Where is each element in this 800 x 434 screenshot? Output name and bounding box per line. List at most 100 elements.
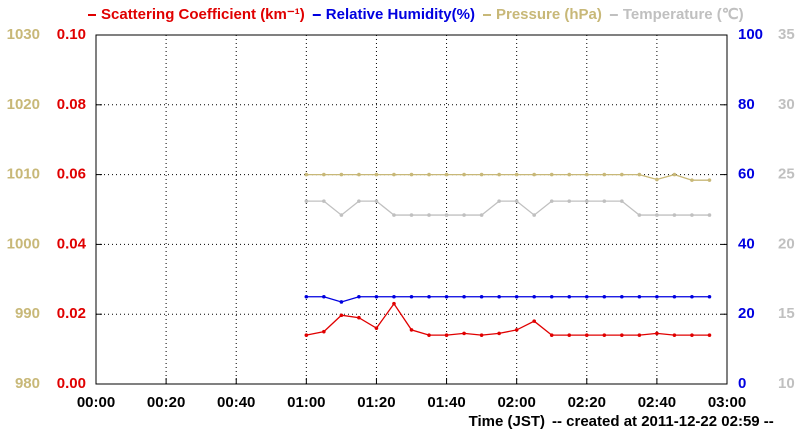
point [532,172,536,177]
point [672,213,677,217]
point [392,294,396,299]
point [567,199,572,203]
y-tick-label: 100 [738,26,763,43]
point [374,172,379,177]
y-tick-label: 10 [778,375,795,392]
point [514,294,519,299]
point [374,294,379,299]
point [655,213,659,217]
point [584,333,589,337]
point [462,213,466,217]
point [707,333,712,337]
point [409,294,414,299]
point [444,213,449,217]
point [655,177,659,182]
point [374,199,379,203]
point [304,199,309,203]
point [567,294,572,299]
point [514,328,519,332]
point [514,172,519,177]
point [602,172,607,177]
x-tick-label: 01:40 [427,394,465,411]
x-tick-label: 03:00 [708,394,746,411]
point [322,329,326,334]
point [479,333,484,337]
point [690,294,694,299]
point [427,294,431,299]
point [392,213,396,217]
y-tick-label: 0.04 [57,235,87,252]
point [549,333,554,337]
y-tick-label: 0.00 [57,375,86,392]
x-tick-label: 02:20 [568,394,606,411]
y-tick-label: 60 [738,166,755,183]
y-tick-label: 0.02 [57,305,86,322]
point [444,294,449,299]
point [584,172,589,177]
point [532,294,536,299]
x-tick-label: 01:20 [357,394,395,411]
point [549,294,554,299]
point [304,333,309,337]
point [339,172,344,177]
y-tick-label: 1010 [7,166,40,183]
point [637,333,642,337]
point [339,213,344,217]
point [392,301,396,306]
point [339,313,344,318]
point [514,199,519,203]
point [602,199,607,203]
point [707,178,712,182]
point [322,294,326,299]
point [532,213,536,217]
point [357,315,361,320]
point [357,172,361,177]
point [620,294,624,299]
point [584,199,589,203]
x-tick-label: 02:00 [497,394,535,411]
point [620,333,624,337]
series-line [306,302,710,336]
point [339,300,344,304]
point [497,331,501,336]
y-tick-label: 35 [778,26,795,43]
point [637,294,642,299]
x-tick-label: 02:40 [638,394,676,411]
point [427,333,431,337]
point [392,172,396,177]
legend-label: Pressure (hPa) [496,6,602,23]
point [444,333,449,337]
point [602,333,607,337]
y-tick-label: 980 [15,375,40,392]
y-tick-label: 20 [778,235,795,252]
y-tick-label: 1030 [7,26,40,43]
x-axis-label: Time (JST) [469,413,545,430]
x-tick-label: 00:00 [77,394,115,411]
point [357,199,361,203]
y-tick-label: 20 [738,305,755,322]
x-tick-label: 01:00 [287,394,325,411]
y-tick-label: 80 [738,96,755,113]
point [304,294,309,299]
point [672,172,677,177]
point [497,172,501,177]
point [672,333,677,337]
point [584,294,589,299]
point [444,172,449,177]
series-line [306,296,710,303]
point [707,213,712,217]
point [549,172,554,177]
point [602,294,607,299]
point [655,294,659,299]
plot-frame [95,34,728,385]
y-tick-label: 30 [778,96,795,113]
point [427,172,431,177]
point [707,294,712,299]
note: -- created at 2011-12-22 02:59 -- [552,413,774,430]
y-tick-label: 15 [778,305,795,322]
point [690,213,694,217]
point [637,172,642,177]
y-tick-label: 25 [778,166,795,183]
point [672,294,677,299]
point [374,326,379,330]
